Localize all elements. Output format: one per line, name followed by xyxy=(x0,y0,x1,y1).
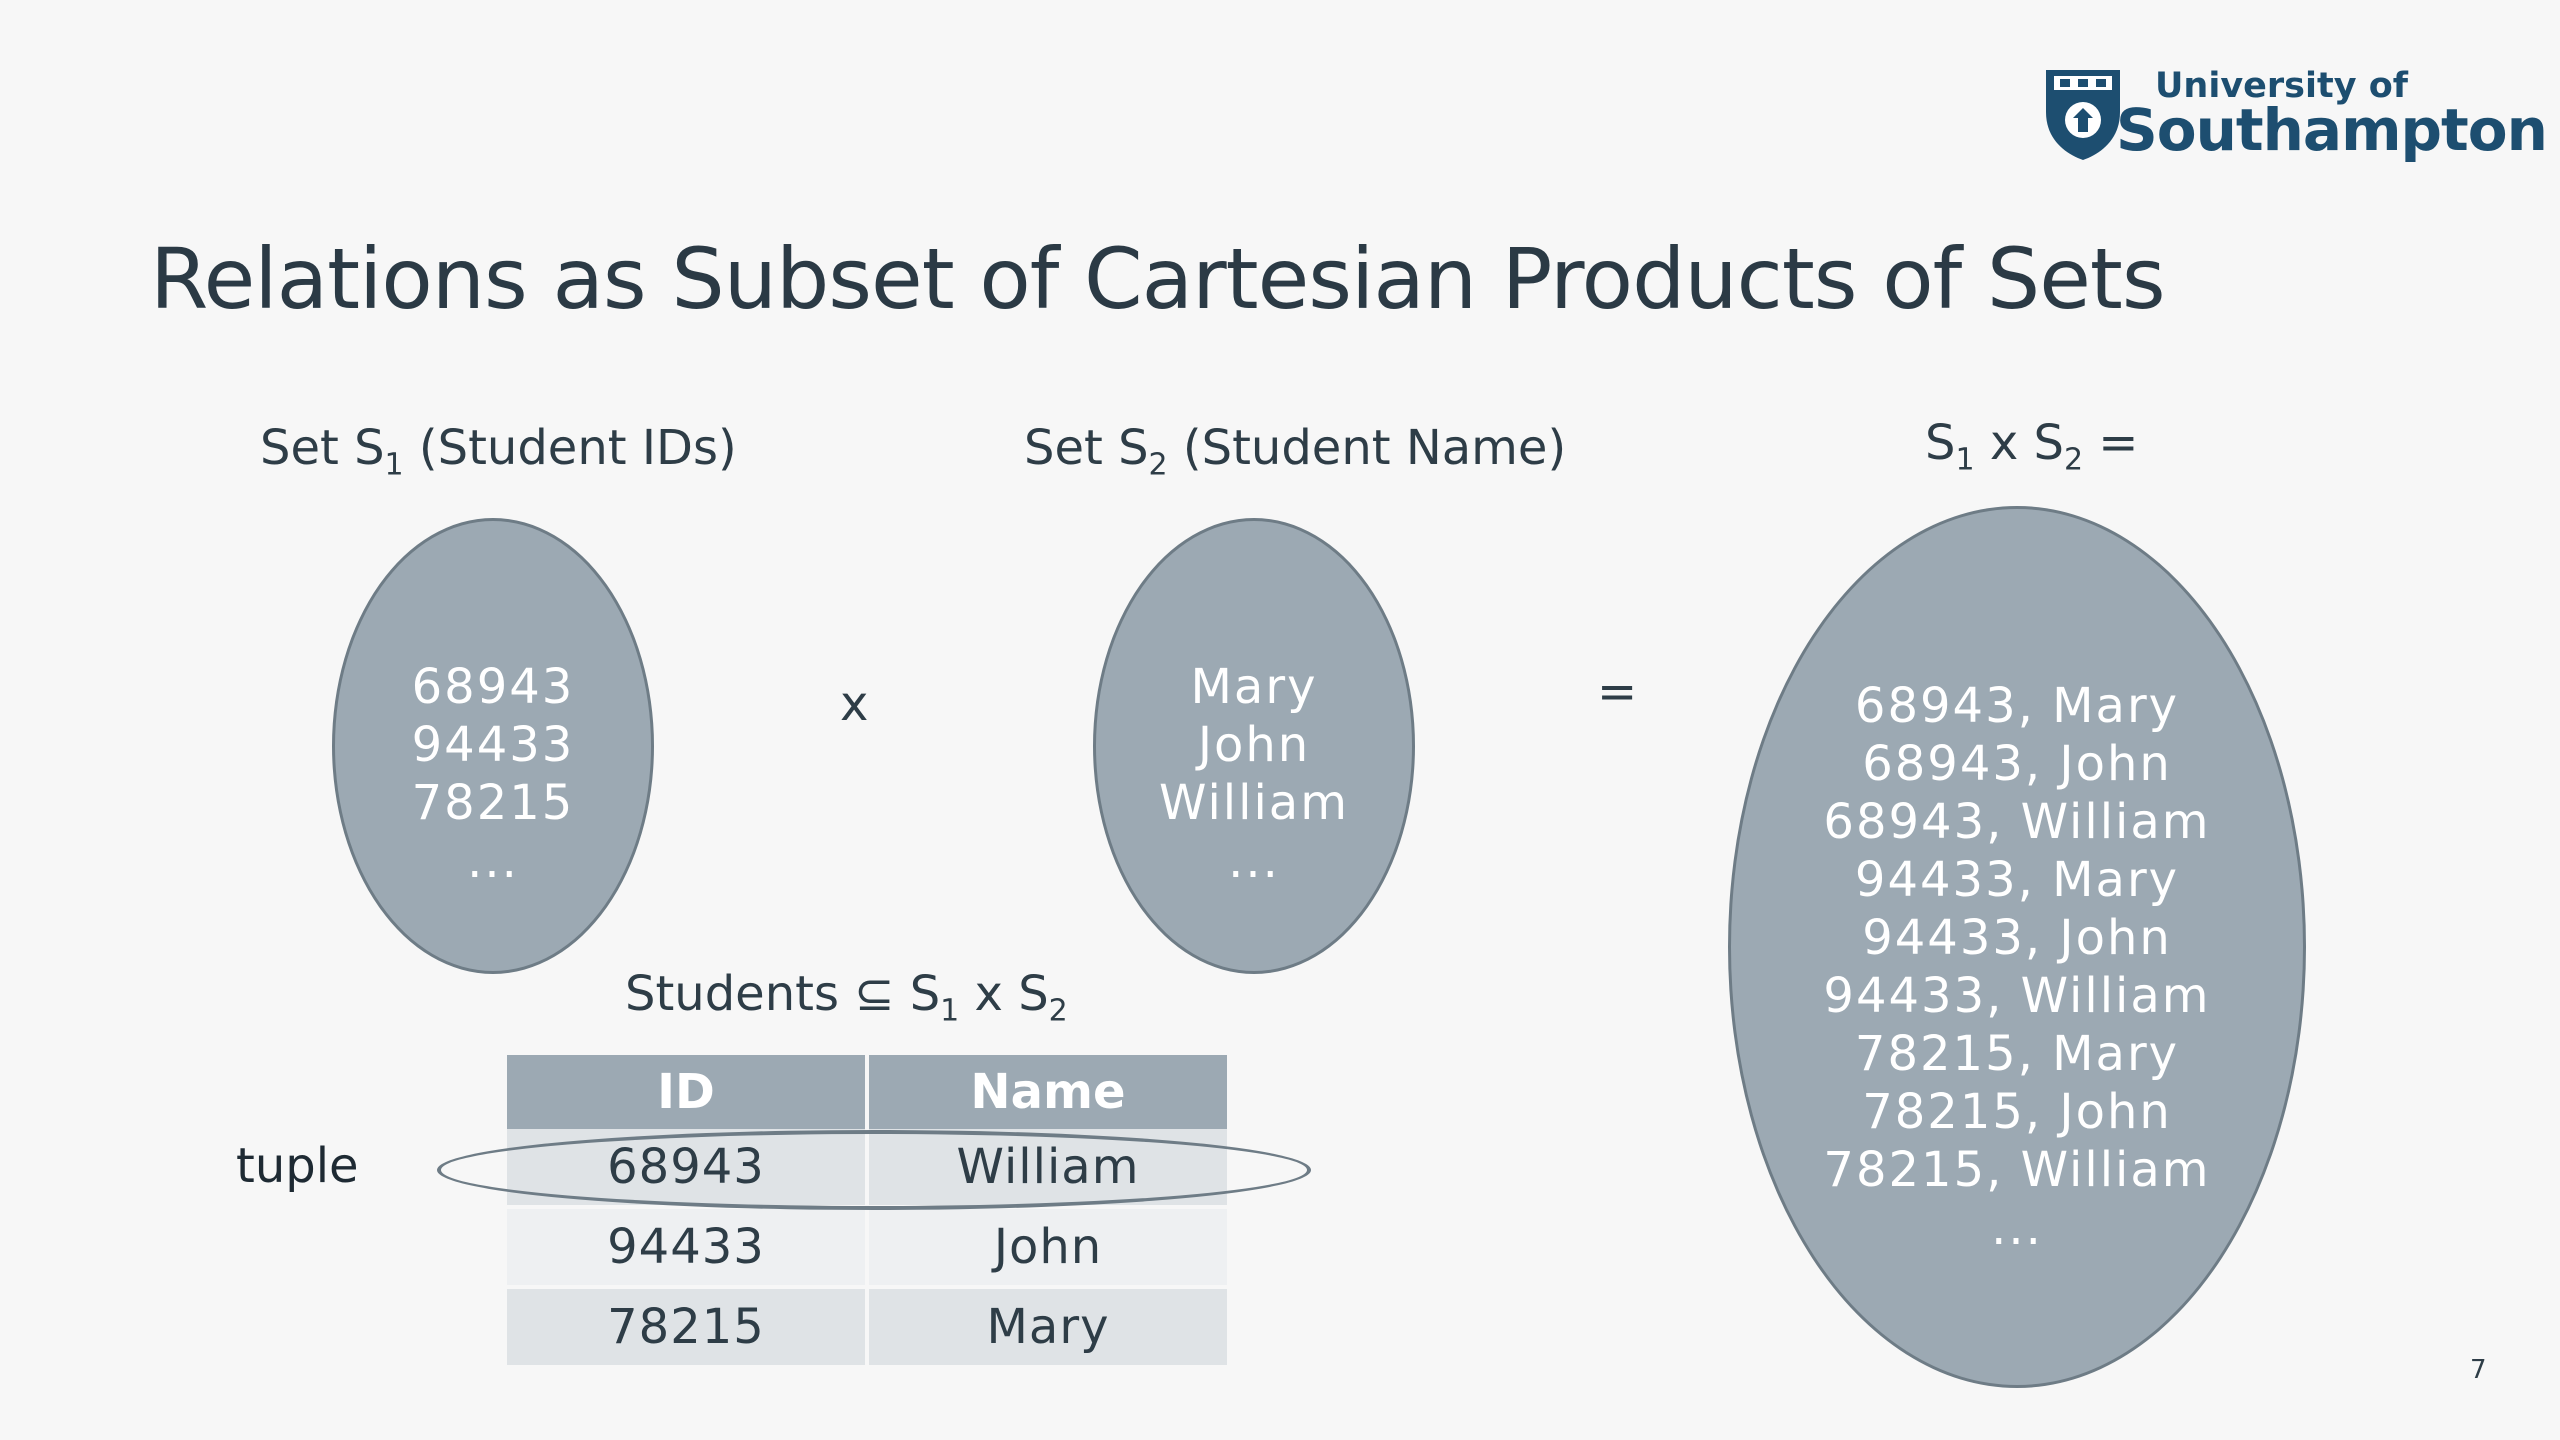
relation-title-mid: x S xyxy=(959,966,1049,1022)
times-operator: x xyxy=(840,676,869,732)
set1-label-subscript: 1 xyxy=(384,447,404,483)
logo-text-southampton: Southampton xyxy=(2116,96,2548,164)
set2-label: Set S2 (Student Name) xyxy=(1024,420,1566,483)
set2-label-subscript: 2 xyxy=(1148,447,1168,483)
set2-label-suffix: (Student Name) xyxy=(1167,420,1567,476)
set1-item: 68943 xyxy=(411,659,575,715)
cell-name: Mary xyxy=(867,1287,1231,1369)
page-number: 7 xyxy=(2470,1355,2487,1385)
product-label-sub-b: 2 xyxy=(2063,442,2084,478)
product-item: 68943, Mary xyxy=(1854,678,2180,734)
cell-id: 78215 xyxy=(507,1287,869,1369)
set1-ellipse: 68943 94433 78215 ... xyxy=(332,518,654,974)
product-label: S1 x S2 = xyxy=(1925,415,2139,478)
product-item: 78215, John xyxy=(1862,1084,2172,1140)
cell-name: John xyxy=(867,1207,1231,1289)
relation-title-sub-a: 1 xyxy=(940,993,960,1029)
set2-ellipse: Mary John William ... xyxy=(1093,518,1415,974)
product-item: 94433, Mary xyxy=(1854,852,2180,908)
table-row: 78215 Mary xyxy=(507,1287,1231,1369)
product-label-end: = xyxy=(2083,415,2139,471)
set1-item: ... xyxy=(467,833,519,889)
column-header-name: Name xyxy=(867,1055,1231,1129)
university-logo xyxy=(2040,62,2480,162)
relation-title: Students ⊆ S1 x S2 xyxy=(625,966,1068,1029)
set2-item: ... xyxy=(1228,833,1280,889)
product-ellipse: 68943, Mary 68943, John 68943, William 9… xyxy=(1728,506,2306,1388)
crest-icon xyxy=(2046,70,2120,160)
logo-text-university-of: University of xyxy=(2155,66,2408,106)
set2-item: William xyxy=(1159,775,1349,831)
set1-item: 78215 xyxy=(411,775,575,831)
product-label-a: S xyxy=(1925,415,1956,471)
slide-title: Relations as Subset of Cartesian Product… xyxy=(150,230,2166,328)
relation-title-text: Students ⊆ S xyxy=(625,966,941,1022)
product-item: 78215, Mary xyxy=(1854,1026,2180,1082)
tuple-label: tuple xyxy=(236,1138,359,1194)
cell-id: 94433 xyxy=(507,1207,869,1289)
tuple-highlight-ellipse xyxy=(437,1130,1311,1210)
product-label-sub-a: 1 xyxy=(1955,442,1975,478)
set1-item: 94433 xyxy=(411,717,575,773)
set2-item: Mary xyxy=(1190,659,1318,715)
product-label-mid: x S xyxy=(1974,415,2064,471)
product-item: 78215, William xyxy=(1823,1142,2211,1198)
relation-title-sub-b: 2 xyxy=(1048,993,1068,1029)
set1-label: Set S1 (Student IDs) xyxy=(260,420,737,483)
product-item: ... xyxy=(1991,1200,2043,1256)
set2-label-text: Set S xyxy=(1024,420,1149,476)
product-item: 68943, William xyxy=(1823,794,2211,850)
relation-table: ID Name 68943 William 94433 John 78215 M… xyxy=(507,1055,1231,1369)
product-item: 94433, William xyxy=(1823,968,2211,1024)
column-header-id: ID xyxy=(507,1055,869,1129)
set1-label-text: Set S xyxy=(260,420,385,476)
table-header-row: ID Name xyxy=(507,1055,1231,1129)
product-item: 94433, John xyxy=(1862,910,2172,966)
set2-item: John xyxy=(1197,717,1311,773)
product-item: 68943, John xyxy=(1862,736,2172,792)
equals-operator: = xyxy=(1597,664,1638,720)
table-row: 94433 John xyxy=(507,1207,1231,1289)
set1-label-suffix: (Student IDs) xyxy=(403,420,737,476)
